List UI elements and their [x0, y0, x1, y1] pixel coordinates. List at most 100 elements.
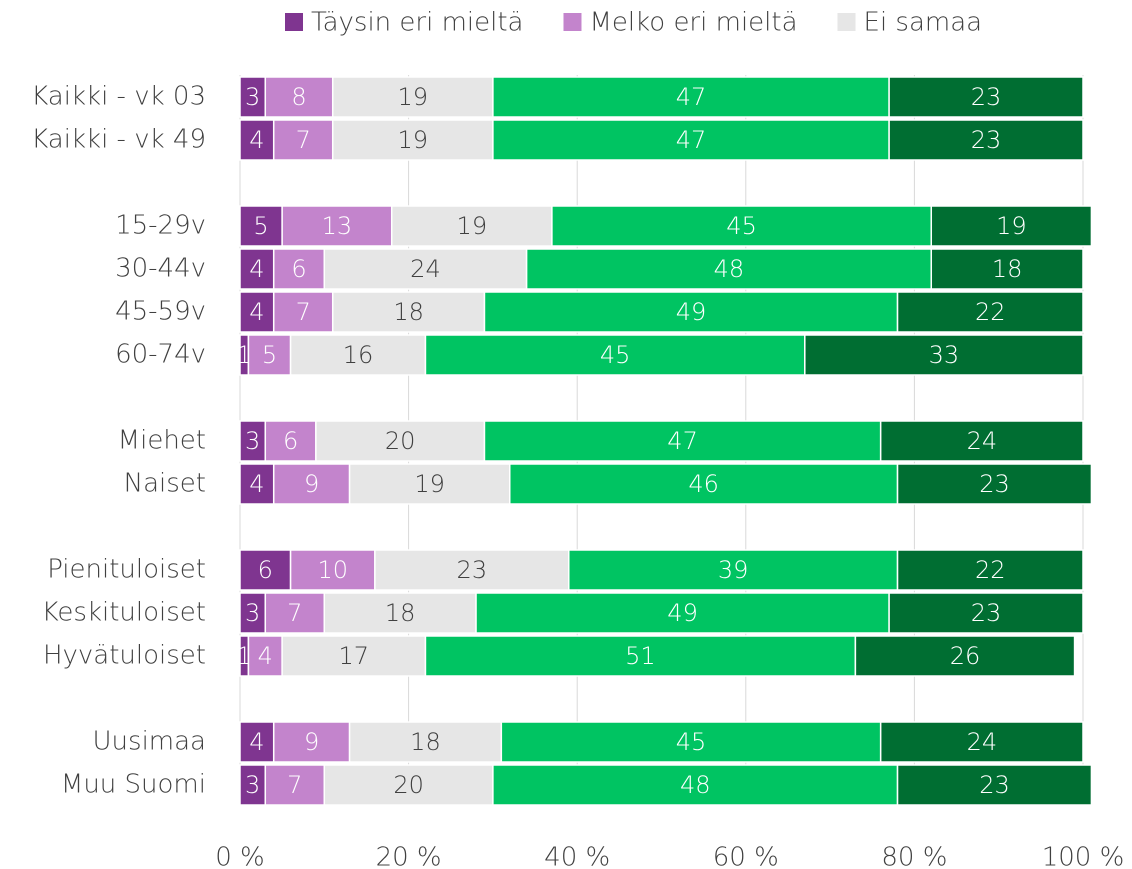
- value-label: 20: [393, 771, 424, 799]
- value-label: 4: [249, 470, 264, 498]
- bar-segment: [239, 119, 275, 161]
- bar-segment: [239, 463, 275, 505]
- bar-segment: [289, 549, 376, 591]
- x-tick-label: 100 %: [1042, 843, 1125, 869]
- bar-segment: [854, 635, 1076, 677]
- bar-segment: [264, 592, 326, 634]
- category-label: Miehet: [118, 426, 206, 456]
- bar-segment: [896, 549, 1084, 591]
- x-tick-label: 40 %: [544, 843, 610, 869]
- value-label: 18: [992, 255, 1023, 283]
- value-label: 48: [714, 255, 745, 283]
- value-label: 7: [287, 599, 302, 627]
- x-tick-label: 0 %: [215, 843, 265, 869]
- value-label: 46: [688, 470, 719, 498]
- category-label: Keskituloiset: [42, 598, 206, 628]
- value-label: 23: [979, 771, 1010, 799]
- bar-segment: [879, 420, 1084, 462]
- value-label: 24: [410, 255, 441, 283]
- value-label: 33: [929, 341, 960, 369]
- legend-label: Ei samaa: [864, 8, 983, 38]
- bar-segment: [272, 119, 334, 161]
- category-label: 15-29v: [115, 211, 206, 241]
- legend-swatch: [563, 13, 582, 31]
- value-label: 48: [680, 771, 711, 799]
- bar-segment: [804, 334, 1084, 376]
- value-label: 4: [249, 298, 264, 326]
- value-label: 49: [676, 298, 707, 326]
- bar-segment: [239, 549, 292, 591]
- value-label: 18: [385, 599, 416, 627]
- bar-segment: [492, 119, 890, 161]
- value-label: 47: [676, 126, 707, 154]
- legend-swatch: [837, 13, 856, 31]
- legend-label: Täysin eri mieltä: [311, 8, 523, 38]
- value-label: 19: [457, 212, 488, 240]
- value-label: 4: [249, 255, 264, 283]
- bar-segment: [239, 205, 283, 247]
- value-label: 49: [667, 599, 698, 627]
- value-label: 23: [979, 470, 1010, 498]
- value-label: 23: [971, 126, 1002, 154]
- bar-segment: [896, 764, 1093, 806]
- value-label: 7: [296, 126, 311, 154]
- category-label: Uusimaa: [93, 727, 206, 757]
- bar-segment: [483, 291, 899, 333]
- bar-segment: [879, 721, 1084, 763]
- value-label: 13: [322, 212, 353, 240]
- value-label: 19: [414, 470, 445, 498]
- category-label: Kaikki - vk 49: [31, 125, 206, 155]
- value-label: 23: [457, 556, 488, 584]
- bar-segment: [500, 721, 882, 763]
- bar-segment: [568, 549, 899, 591]
- value-label: 3: [245, 83, 260, 111]
- value-label: 23: [971, 599, 1002, 627]
- bar-segment: [281, 205, 393, 247]
- value-label: 5: [253, 212, 268, 240]
- value-label: 6: [258, 556, 273, 584]
- value-label: 45: [600, 341, 631, 369]
- value-label: 39: [718, 556, 749, 584]
- bar-segment: [896, 463, 1093, 505]
- category-label: 30-44v: [115, 254, 206, 284]
- value-label: 16: [343, 341, 374, 369]
- bar-segment: [239, 76, 267, 118]
- x-tick-label: 20 %: [376, 843, 442, 869]
- bar-segment: [272, 721, 351, 763]
- value-label: 4: [249, 728, 264, 756]
- value-label: 9: [304, 728, 319, 756]
- bar-segment: [483, 420, 882, 462]
- category-label: Muu Suomi: [61, 770, 206, 800]
- value-label: 24: [967, 427, 998, 455]
- bar-segment: [374, 549, 570, 591]
- value-label: 22: [975, 556, 1006, 584]
- bar-segment: [930, 205, 1093, 247]
- bar-segment: [888, 76, 1084, 118]
- bar-segment: [348, 721, 503, 763]
- bar-segment: [348, 463, 511, 505]
- value-label: 6: [283, 427, 298, 455]
- value-label: 3: [245, 599, 260, 627]
- category-label: Hyvätuloiset: [43, 641, 206, 671]
- value-label: 3: [245, 427, 260, 455]
- value-label: 18: [393, 298, 424, 326]
- bar-segment: [281, 635, 427, 677]
- legend-label: Melko eri mieltä: [589, 8, 797, 38]
- value-label: 6: [291, 255, 306, 283]
- value-label: 19: [996, 212, 1027, 240]
- bar-segment: [331, 119, 494, 161]
- bar-segment: [930, 248, 1084, 290]
- value-label: 45: [726, 212, 757, 240]
- category-label: Kaikki - vk 03: [31, 82, 206, 112]
- bar-segment: [264, 420, 317, 462]
- value-label: 19: [398, 83, 429, 111]
- legend-swatch: [285, 13, 303, 31]
- category-label: Naiset: [124, 469, 206, 499]
- bar-segment: [509, 463, 899, 505]
- bar-segment: [896, 291, 1084, 333]
- value-label: 47: [667, 427, 698, 455]
- bar-segment: [323, 764, 494, 806]
- bar-segment: [475, 592, 890, 634]
- bar-segment: [492, 76, 890, 118]
